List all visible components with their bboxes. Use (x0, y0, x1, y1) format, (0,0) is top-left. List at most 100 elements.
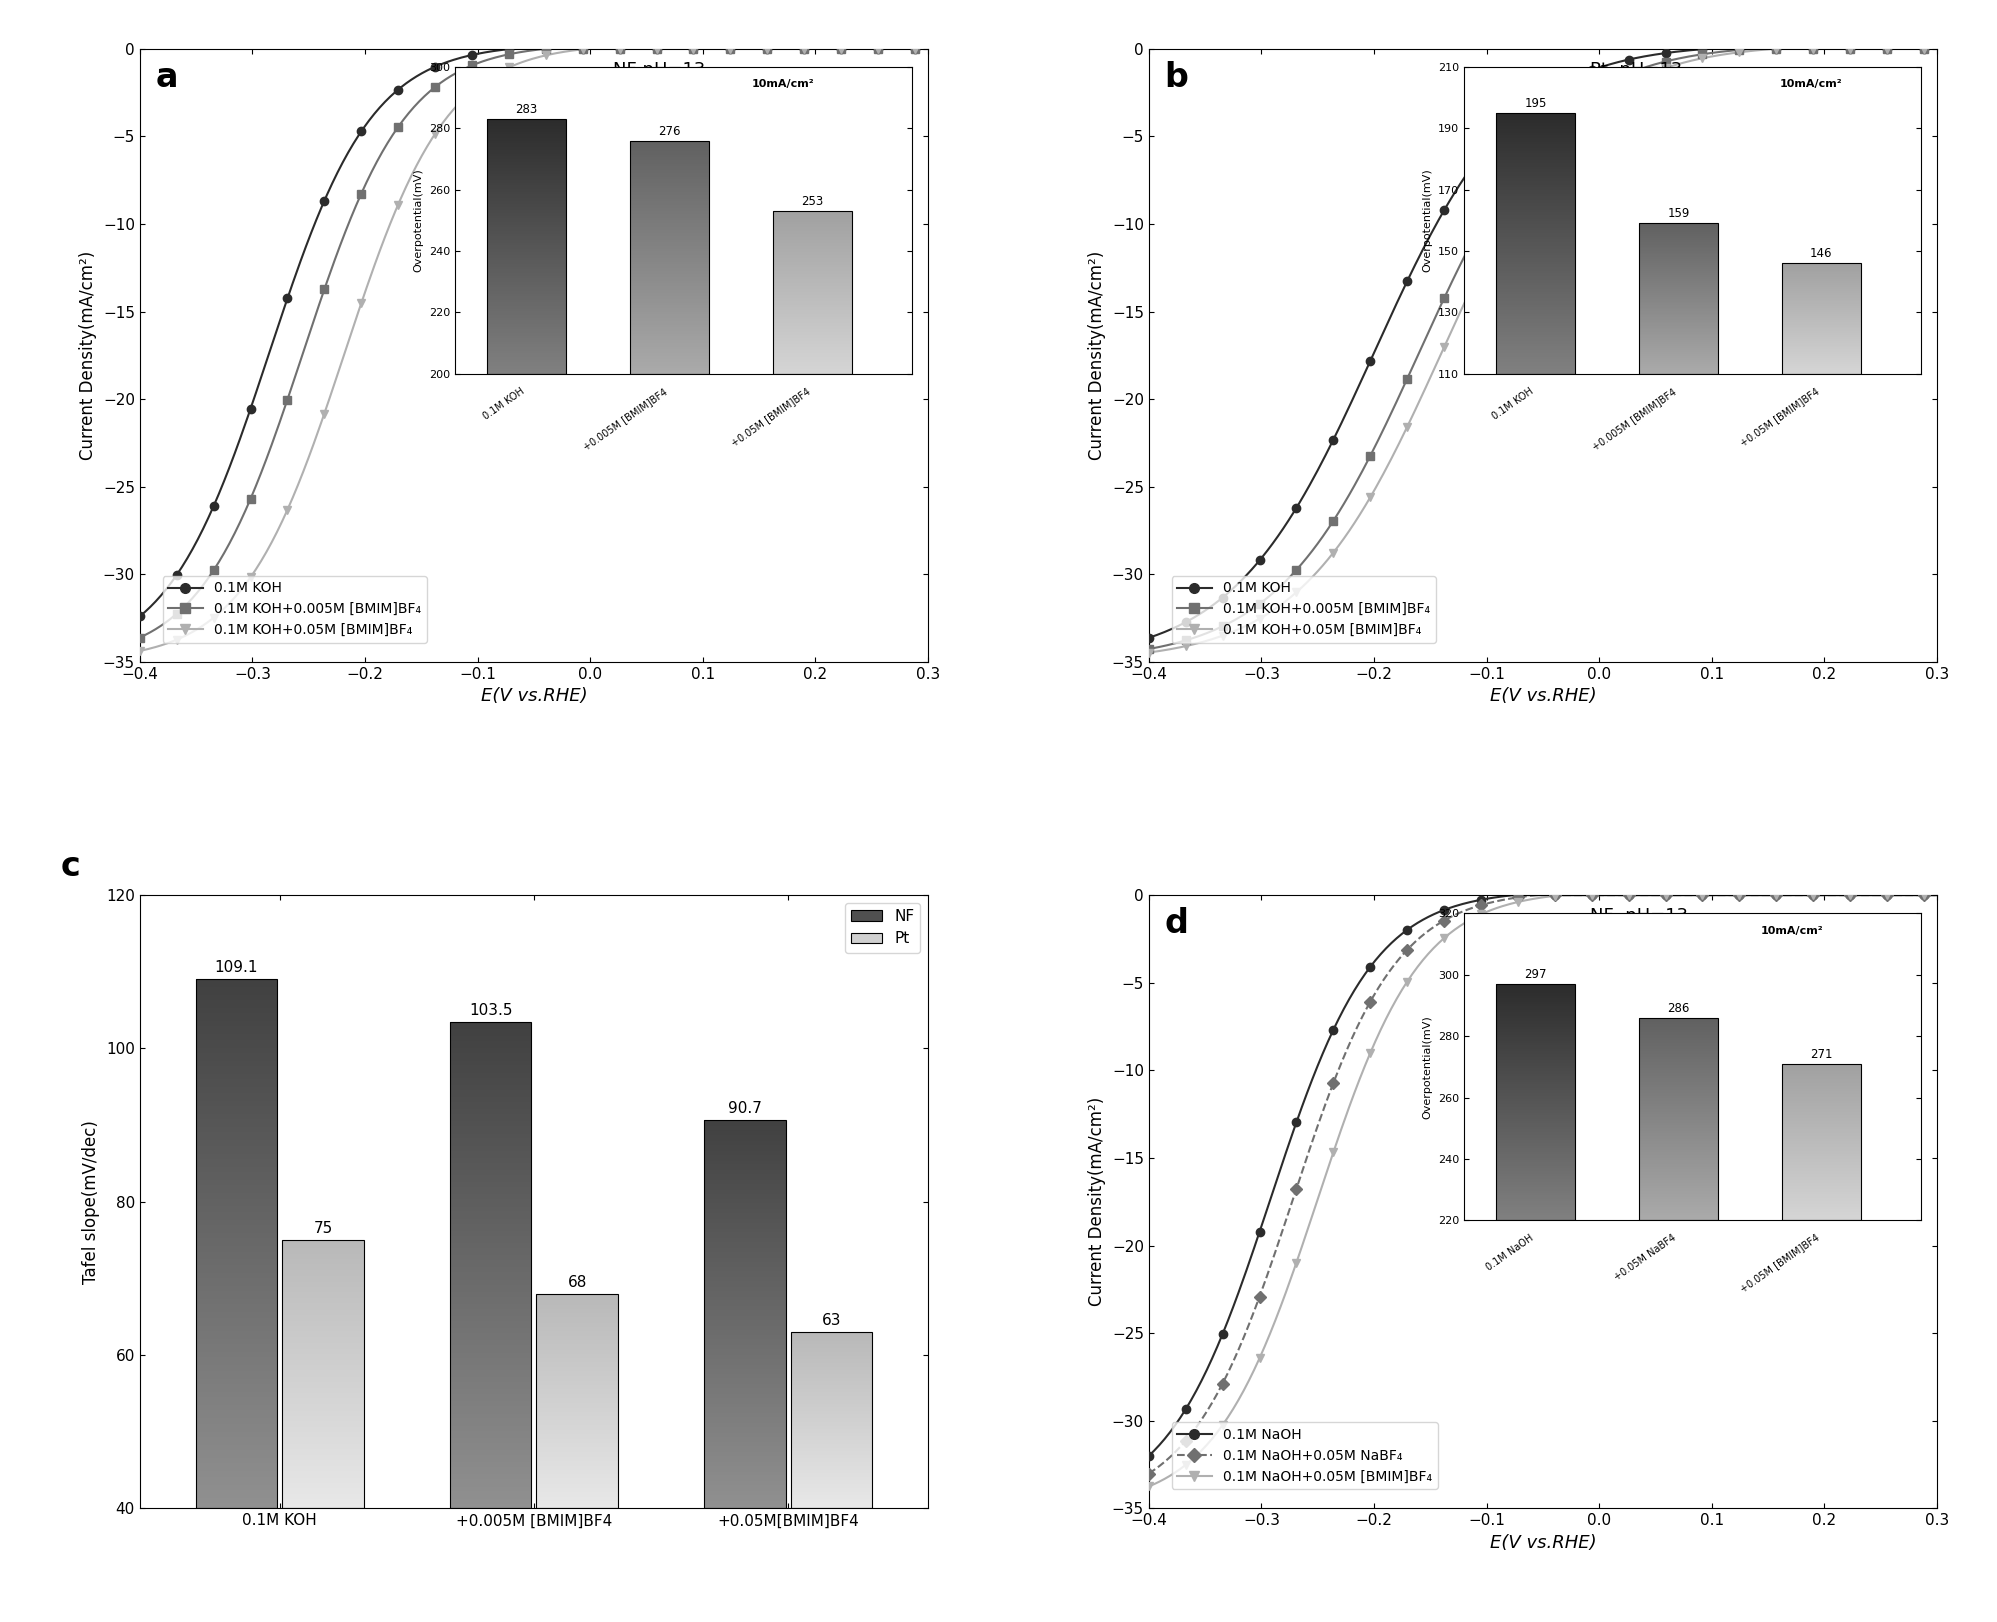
Bar (705, 1311, 785, 1312)
Bar (196, 1403, 278, 1405)
Bar (449, 1387, 531, 1388)
Bar (196, 1053, 278, 1056)
Bar (449, 1163, 531, 1165)
Text: 63: 63 (821, 1314, 841, 1328)
Bar (705, 1452, 785, 1453)
Bar (196, 1066, 278, 1069)
Bar (449, 1450, 531, 1452)
Bar (449, 1126, 531, 1129)
Bar (449, 1272, 531, 1275)
Bar (449, 1247, 531, 1251)
Bar (196, 1127, 278, 1129)
Y-axis label: Tafel slope(mV/dec): Tafel slope(mV/dec) (82, 1119, 100, 1283)
Bar (196, 1390, 278, 1392)
Bar (449, 1500, 531, 1504)
Bar (705, 1246, 785, 1247)
Bar (705, 1223, 785, 1225)
Bar (282, 1241, 363, 1508)
Bar (196, 1312, 278, 1315)
Bar (449, 1304, 531, 1306)
Bar (705, 1147, 785, 1148)
Bar (449, 1324, 531, 1325)
Bar (705, 1338, 785, 1340)
Bar (196, 1199, 278, 1202)
Bar (705, 1341, 785, 1343)
Bar (449, 1398, 531, 1401)
Text: a: a (156, 62, 178, 94)
Bar (705, 1439, 785, 1440)
Bar (449, 1315, 531, 1319)
Bar (705, 1156, 785, 1158)
Bar (196, 1098, 278, 1100)
Bar (705, 1294, 785, 1296)
Bar (705, 1257, 785, 1260)
Text: Pt  pH=13: Pt pH=13 (1590, 62, 1683, 79)
X-axis label: E(V vs.RHE): E(V vs.RHE) (481, 688, 587, 706)
Bar (449, 1199, 531, 1202)
Bar (449, 1204, 531, 1207)
Bar (449, 1046, 531, 1048)
Bar (449, 1452, 531, 1455)
Bar (449, 1265, 531, 1267)
Bar (196, 1244, 278, 1246)
Bar (196, 1048, 278, 1049)
Bar (705, 1312, 785, 1314)
Bar (705, 1238, 785, 1241)
Bar (705, 1367, 785, 1369)
Bar (196, 1207, 278, 1208)
Bar (196, 1174, 278, 1178)
Bar (449, 1082, 531, 1085)
Bar (449, 1111, 531, 1114)
Bar (449, 1226, 531, 1228)
Bar (449, 1470, 531, 1471)
Bar (705, 1158, 785, 1161)
Bar (449, 1406, 531, 1408)
Bar (449, 1461, 531, 1465)
Bar (196, 1371, 278, 1374)
Bar (705, 1466, 785, 1468)
Bar (196, 1500, 278, 1504)
Bar (449, 1294, 531, 1296)
Bar (449, 1280, 531, 1281)
Bar (449, 1058, 531, 1061)
Bar (705, 1507, 785, 1508)
Bar (196, 1353, 278, 1354)
Bar (196, 998, 278, 999)
Bar (705, 1350, 785, 1351)
Bar (196, 1152, 278, 1153)
Bar (449, 1212, 531, 1213)
Bar (196, 1032, 278, 1035)
Bar (705, 1122, 785, 1124)
Bar (449, 1075, 531, 1077)
Bar (196, 981, 278, 985)
Bar (449, 1027, 531, 1028)
Bar (705, 1216, 785, 1218)
Bar (705, 1124, 785, 1126)
Bar (705, 1137, 785, 1139)
Legend: 0.1M KOH, 0.1M KOH+0.005M [BMIM]BF₄, 0.1M KOH+0.05M [BMIM]BF₄: 0.1M KOH, 0.1M KOH+0.005M [BMIM]BF₄, 0.1… (162, 576, 427, 642)
Bar (196, 1249, 278, 1252)
Bar (705, 1437, 785, 1439)
Bar (705, 1315, 785, 1319)
Bar (705, 1314, 785, 1315)
Bar (196, 1262, 278, 1265)
Bar (705, 1171, 785, 1173)
Bar (705, 1242, 785, 1244)
Bar (196, 1299, 278, 1302)
Bar (196, 1187, 278, 1191)
Bar (705, 1205, 785, 1207)
Bar (196, 1129, 278, 1132)
Bar (449, 1213, 531, 1216)
Bar (196, 1236, 278, 1238)
Bar (449, 1460, 531, 1461)
Bar (196, 1064, 278, 1066)
Bar (705, 1145, 785, 1147)
Bar (449, 1071, 531, 1072)
Bar (705, 1218, 785, 1221)
Bar (196, 1434, 278, 1437)
Bar (449, 1036, 531, 1038)
Bar (705, 1304, 785, 1306)
Bar (705, 1264, 785, 1265)
Bar (196, 1453, 278, 1455)
Bar (196, 1413, 278, 1416)
